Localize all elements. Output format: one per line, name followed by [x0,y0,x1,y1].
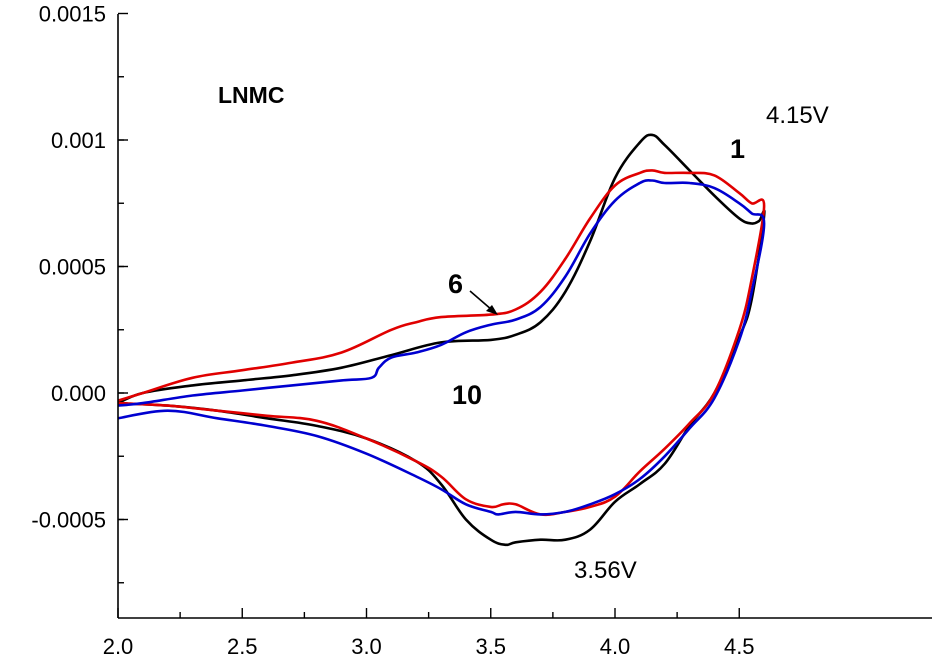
oxidation-peak-label: 4.15V [766,102,829,129]
y-tick-label: 0.001 [51,128,106,153]
y-tick-label: -0.0005 [31,508,106,533]
x-tick-label: 3.5 [475,634,506,659]
sample-label: LNMC [218,82,284,108]
cycle-6-label: 6 [448,269,463,299]
x-tick-label: 4.0 [600,634,631,659]
y-tick-label: 0.0015 [39,2,106,27]
ticks-layer: 0.0015 0.001 0.0005 0.000 -0.0005 2.0 2.5 3.0 3.… [31,2,754,660]
cycle-10-label: 10 [452,380,482,410]
cycle-6-arrow [469,290,498,315]
cycle-1-label: 1 [730,134,745,164]
series-cycle-6-line [118,169,766,517]
x-tick-label: 2.5 [227,634,258,659]
x-tick-label: 3.0 [351,634,382,659]
y-tick-label: 0.000 [51,381,106,406]
y-tick-label: 0.0005 [39,255,106,280]
series-cycle-10-line [118,179,766,516]
curves-layer [118,133,766,547]
x-tick-label: 4.5 [724,634,755,659]
x-tick-label: 2.0 [103,634,134,659]
series-cycle-1-line [118,133,766,547]
reduction-peak-label: 3.56V [574,557,637,584]
